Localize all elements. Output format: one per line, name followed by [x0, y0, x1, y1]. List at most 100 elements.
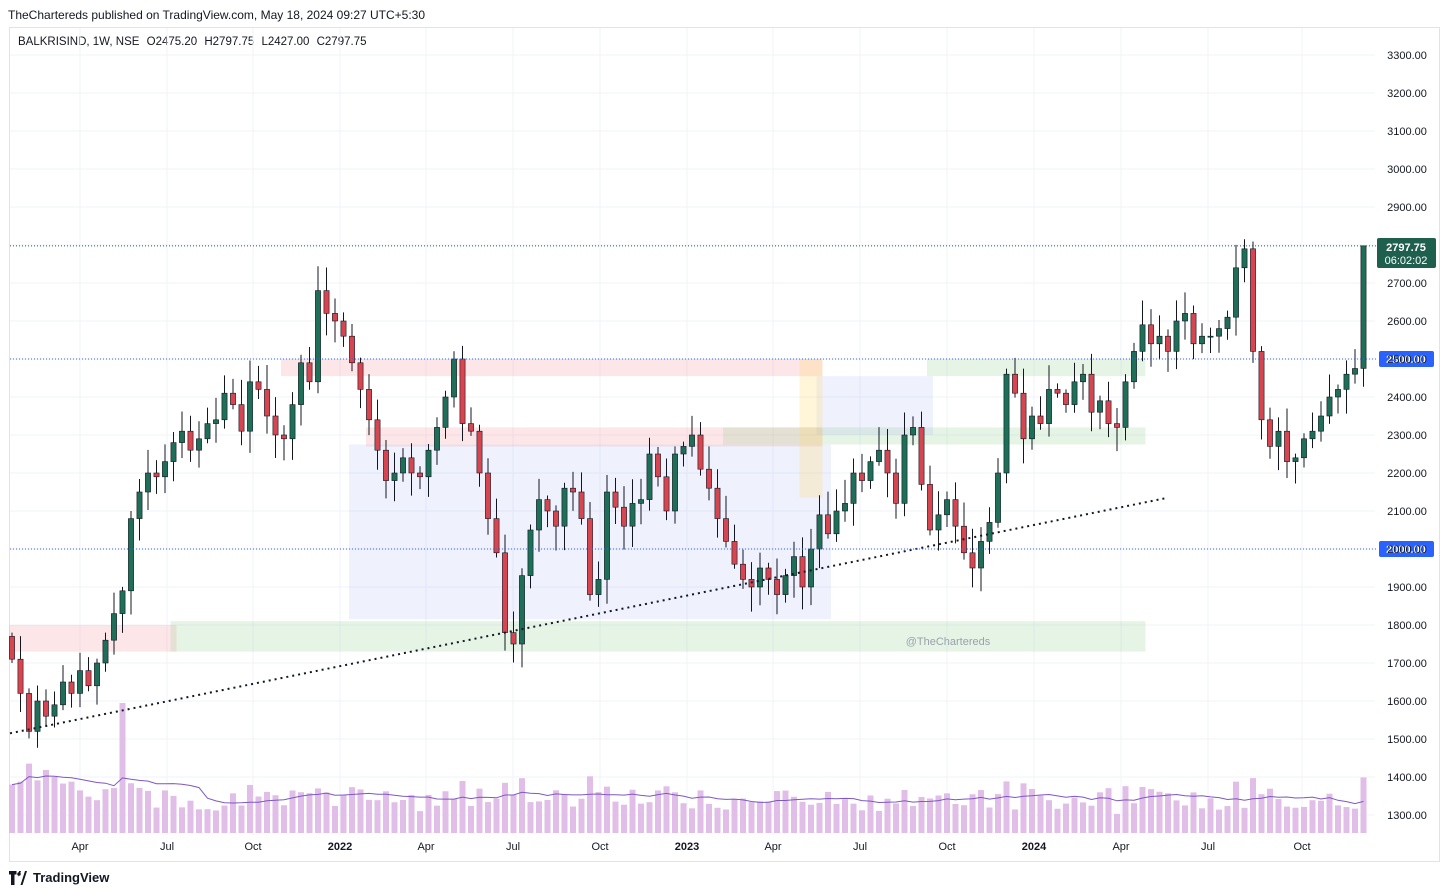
volume-bar — [782, 790, 789, 833]
candle-body-up — [1097, 400, 1103, 413]
volume-bar — [961, 805, 967, 833]
volume-bar — [230, 793, 236, 833]
volume-bar — [85, 796, 92, 833]
candle — [740, 549, 746, 589]
candle-body-down — [340, 320, 347, 337]
last-price-tag: 2797.75 06:02:02 — [1377, 238, 1436, 268]
level-tag-bg — [1379, 351, 1434, 367]
volume-bar — [153, 807, 160, 833]
candle-body-down — [238, 404, 245, 432]
volume-bar — [808, 804, 814, 833]
candle — [1292, 453, 1299, 484]
legend-close: C2797.75 — [316, 36, 367, 48]
candle-body-up — [1301, 438, 1307, 459]
candle-body-up — [986, 522, 993, 542]
candle-body-up — [808, 548, 814, 588]
price-tick-label: 3200.00 — [1387, 88, 1427, 100]
volume-bar — [1190, 792, 1197, 833]
candle-body-up — [782, 575, 789, 595]
volume-bar — [145, 790, 151, 833]
candle — [1088, 353, 1095, 432]
candle — [1139, 300, 1146, 362]
candle-body-down — [1012, 373, 1018, 394]
volume-bar — [884, 798, 891, 833]
candle-body-down — [281, 434, 287, 440]
candle — [1071, 362, 1078, 413]
candle-body-up — [1029, 415, 1035, 440]
candle — [1029, 406, 1035, 450]
volume-bar — [1275, 799, 1282, 833]
volume-bar — [451, 799, 457, 833]
candle — [468, 407, 474, 436]
candle-body-down — [502, 552, 508, 633]
volume-bar — [1309, 800, 1316, 833]
volume-bar — [910, 805, 916, 833]
candle — [408, 443, 415, 496]
volume-bar — [638, 803, 644, 833]
candle — [374, 399, 381, 470]
time-axis: Apr Jul Oct 2022 Apr Jul Oct 2023 Apr Jul Oct 2024 A… — [71, 841, 1310, 853]
candle-body-down — [927, 484, 933, 531]
volume-bar — [1139, 786, 1146, 833]
candle — [629, 479, 636, 547]
zone-demand — [927, 359, 1146, 377]
candle — [731, 524, 738, 569]
candle-body-down — [187, 430, 194, 451]
candle-body-down — [1284, 430, 1290, 462]
candle-body-down — [493, 518, 500, 554]
candle-body-up — [646, 453, 653, 500]
volume-bar — [255, 796, 262, 833]
candle — [536, 478, 542, 552]
candle-body-up — [910, 427, 916, 436]
candles — [9, 239, 1367, 748]
candle — [1284, 408, 1290, 479]
time-tick-label: Apr — [1112, 841, 1129, 853]
candle — [1037, 396, 1044, 430]
volume-bar — [1054, 808, 1061, 833]
volume-bar — [442, 791, 449, 833]
candle-body-down — [476, 430, 483, 474]
candle — [230, 378, 236, 410]
volume-bar — [366, 799, 372, 833]
candle — [391, 452, 398, 502]
volume-bar — [323, 792, 330, 833]
candle — [1301, 433, 1307, 468]
candle — [612, 477, 619, 524]
candle — [646, 437, 653, 511]
candle — [459, 345, 466, 442]
volume-bar — [459, 781, 466, 833]
volume-bar — [1173, 800, 1180, 833]
candle — [1182, 292, 1188, 340]
candle-body-up — [833, 510, 840, 535]
candle — [1343, 360, 1350, 414]
volume-bar — [978, 790, 984, 833]
price-tick-label: 1800.00 — [1387, 620, 1427, 632]
price-tick-label: 2000.00 — [1387, 544, 1427, 556]
candle — [204, 407, 211, 444]
candle — [1046, 365, 1052, 437]
volume-bar — [595, 792, 602, 833]
candle-body-down — [26, 693, 32, 732]
volume-bar — [391, 802, 398, 833]
candle-body-up — [1199, 335, 1205, 345]
time-tick-label: 2022 — [328, 841, 352, 853]
candle-body-down — [859, 472, 865, 481]
candle — [196, 421, 202, 468]
price-tick-label: 1300.00 — [1387, 810, 1427, 822]
volume-bar — [816, 802, 823, 833]
time-tick-label: 2024 — [1022, 841, 1047, 853]
level-tag-bg — [1379, 541, 1434, 557]
volume-bar — [26, 763, 32, 833]
volume-bar — [476, 788, 483, 833]
volume-bar — [1020, 783, 1027, 833]
volume-bar — [162, 790, 168, 833]
candle — [1275, 417, 1282, 471]
time-tick-label: Oct — [1293, 841, 1310, 853]
candle — [1326, 374, 1333, 424]
volume-bar — [604, 786, 610, 833]
candle — [289, 392, 296, 460]
ohlc-legend: BALKRISIND, 1W, NSE O2475.20 H2797.75 L2… — [18, 36, 370, 48]
candle-body-up — [944, 499, 950, 516]
candle-body-down — [893, 472, 899, 504]
